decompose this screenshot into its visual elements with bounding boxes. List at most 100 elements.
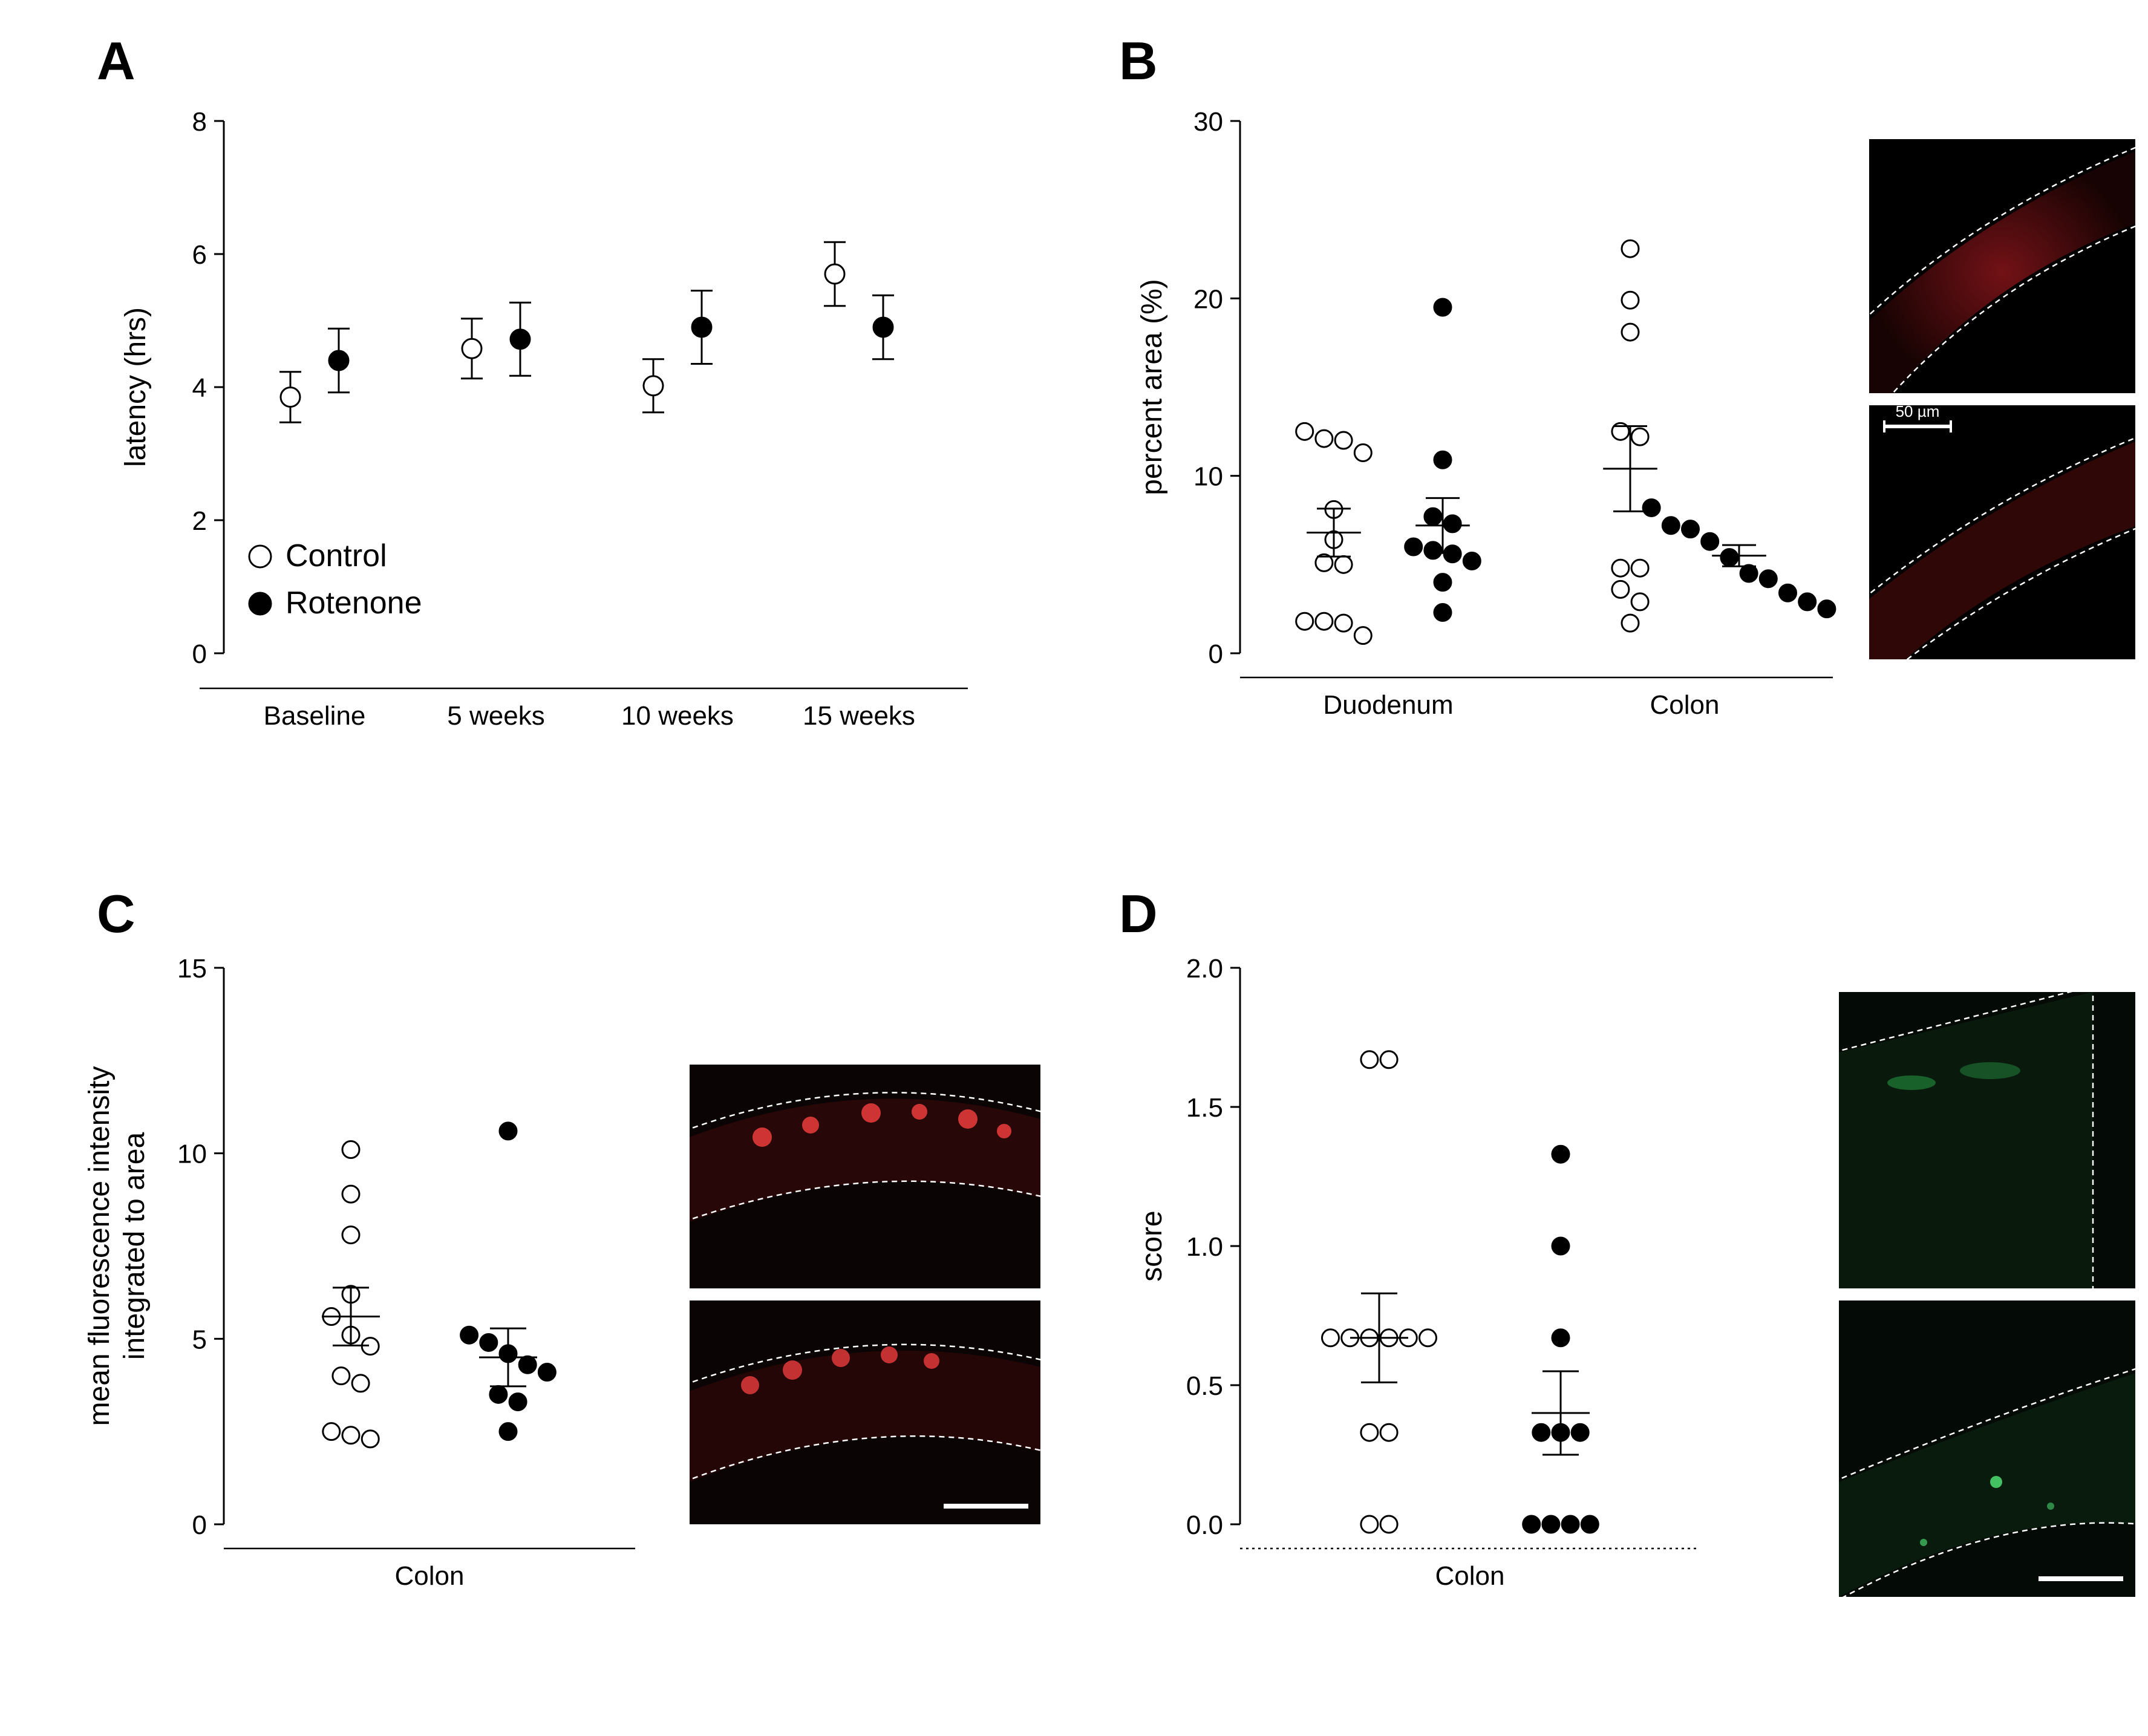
data-point bbox=[1361, 1424, 1378, 1441]
data-point bbox=[644, 376, 663, 396]
data-point bbox=[1425, 508, 1441, 525]
ytick-label: 1.0 bbox=[1186, 1232, 1223, 1262]
data-point bbox=[1361, 1051, 1378, 1068]
data-point bbox=[1740, 565, 1757, 582]
xcat-label: Duodenum bbox=[1323, 690, 1453, 720]
ytick-label: 0 bbox=[192, 1510, 207, 1540]
data-point bbox=[1622, 292, 1639, 308]
data-point bbox=[342, 1427, 359, 1444]
ytick-label: 6 bbox=[192, 240, 207, 270]
panel-a-chart: 02468latency (hrs)Baseline5 weeks10 week… bbox=[24, 24, 1053, 811]
data-point bbox=[1463, 552, 1480, 569]
data-point bbox=[1622, 324, 1639, 341]
data-point bbox=[1682, 521, 1699, 538]
data-point bbox=[1434, 299, 1451, 316]
data-point bbox=[480, 1334, 497, 1351]
xcat-label: 5 weeks bbox=[447, 701, 544, 731]
data-point bbox=[1721, 549, 1738, 566]
ytick-label: 0 bbox=[192, 639, 207, 669]
panel-d-micrograph-bottom bbox=[1839, 1300, 2135, 1597]
legend: ControlRotenone bbox=[249, 538, 422, 621]
data-point bbox=[1780, 584, 1797, 601]
panel-d-chart: 0.00.51.01.52.0scoreColon bbox=[1083, 883, 1748, 1669]
data-point bbox=[1612, 581, 1629, 598]
y-axis-label: latency (hrs) bbox=[120, 307, 152, 467]
data-point bbox=[1631, 593, 1648, 610]
data-point bbox=[342, 1186, 359, 1202]
data-point bbox=[1354, 445, 1371, 462]
data-point bbox=[329, 351, 348, 370]
data-point bbox=[1523, 1516, 1540, 1533]
data-point bbox=[1562, 1516, 1579, 1533]
data-point bbox=[1444, 515, 1461, 532]
panel-c: C 051015mean fluorescence intensityinteg… bbox=[24, 883, 1053, 1669]
data-point bbox=[1420, 1330, 1437, 1346]
data-point bbox=[461, 1326, 478, 1343]
data-point bbox=[1425, 542, 1441, 559]
data-point bbox=[519, 1356, 536, 1373]
data-point bbox=[352, 1375, 369, 1392]
xcat-label: Colon bbox=[395, 1561, 465, 1591]
data-point bbox=[462, 339, 482, 358]
data-point bbox=[342, 1227, 359, 1244]
ytick-label: 2 bbox=[192, 506, 207, 536]
data-point bbox=[1622, 615, 1639, 631]
data-point bbox=[1662, 517, 1679, 534]
data-point bbox=[1643, 499, 1660, 516]
panel-a: A 02468latency (hrs)Baseline5 weeks10 we… bbox=[24, 24, 1053, 811]
ytick-label: 8 bbox=[192, 107, 207, 137]
data-point bbox=[1296, 613, 1313, 630]
figure-root: A 02468latency (hrs)Baseline5 weeks10 we… bbox=[24, 24, 2124, 1712]
data-point bbox=[500, 1423, 517, 1440]
data-point bbox=[1335, 432, 1352, 449]
data-point bbox=[1760, 570, 1777, 587]
ytick-label: 0 bbox=[1209, 639, 1223, 669]
ytick-label: 5 bbox=[192, 1325, 207, 1354]
ytick-label: 20 bbox=[1193, 284, 1223, 314]
xcat-label: Baseline bbox=[264, 701, 366, 731]
ytick-label: 0.0 bbox=[1186, 1510, 1223, 1540]
data-point bbox=[1818, 601, 1835, 618]
ytick-label: 10 bbox=[1193, 462, 1223, 492]
data-point bbox=[500, 1123, 517, 1140]
data-point bbox=[1612, 560, 1629, 576]
data-point bbox=[1581, 1516, 1598, 1533]
panel-c-micrograph-bottom bbox=[690, 1300, 1040, 1524]
data-point bbox=[1316, 613, 1333, 630]
data-point bbox=[1361, 1516, 1378, 1533]
panel-b-micrograph-top bbox=[1869, 139, 2135, 393]
ytick-label: 30 bbox=[1193, 107, 1223, 137]
data-point bbox=[538, 1364, 555, 1381]
data-point bbox=[1322, 1330, 1339, 1346]
data-point bbox=[1316, 430, 1333, 447]
ytick-label: 15 bbox=[177, 954, 207, 984]
data-point bbox=[1552, 1146, 1569, 1163]
data-point bbox=[1434, 574, 1451, 591]
y-axis-label: score bbox=[1136, 1210, 1168, 1281]
panel-c-micrograph-top bbox=[690, 1065, 1040, 1288]
ytick-label: 10 bbox=[177, 1140, 207, 1169]
y-axis-label: integrated to area bbox=[119, 1132, 151, 1360]
panel-a-label: A bbox=[97, 30, 135, 92]
data-point bbox=[1533, 1424, 1550, 1441]
data-point bbox=[1631, 560, 1648, 576]
xcat-label: 10 weeks bbox=[621, 701, 734, 731]
legend-control: Control bbox=[286, 538, 387, 573]
ytick-label: 0.5 bbox=[1186, 1371, 1223, 1401]
panel-d-label: D bbox=[1119, 883, 1158, 945]
data-point bbox=[1622, 240, 1639, 257]
data-point bbox=[1405, 538, 1422, 555]
panel-b-label: B bbox=[1119, 30, 1158, 92]
data-point bbox=[1572, 1424, 1588, 1441]
data-point bbox=[692, 318, 711, 337]
xcat-label: Colon bbox=[1435, 1561, 1505, 1591]
data-point bbox=[1542, 1516, 1559, 1533]
data-point bbox=[1335, 556, 1352, 573]
data-point bbox=[1799, 593, 1816, 610]
data-point bbox=[511, 330, 530, 349]
data-point bbox=[1552, 1330, 1569, 1346]
data-point bbox=[1380, 1051, 1397, 1068]
data-point bbox=[362, 1431, 379, 1447]
data-point bbox=[509, 1394, 526, 1411]
data-point bbox=[333, 1368, 350, 1385]
